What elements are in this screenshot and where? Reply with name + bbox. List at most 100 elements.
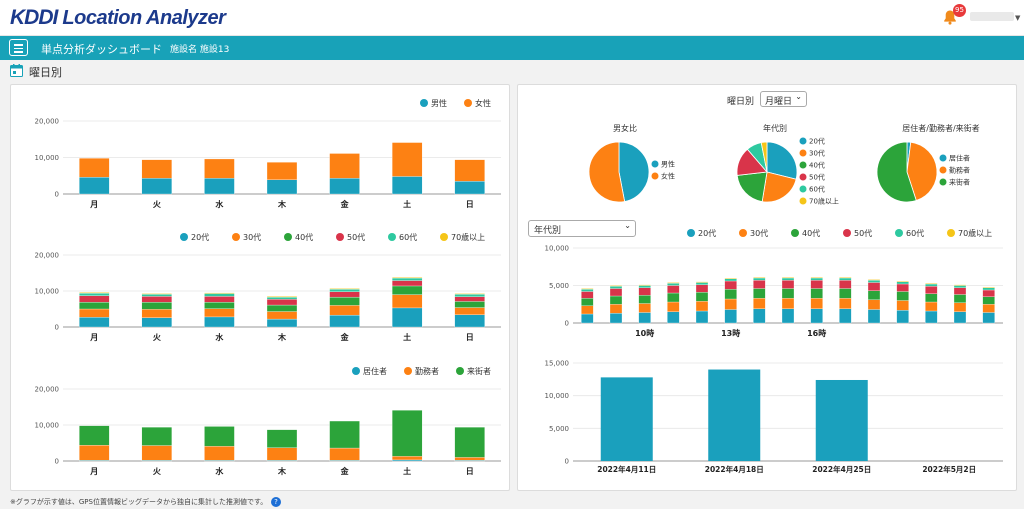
gender-x-tick-label: 木 — [277, 199, 287, 209]
weekly-y-tick-label: 0 — [565, 458, 569, 466]
hourly-bar-segment — [581, 313, 594, 324]
nav-bar: 単点分析ダッシュボード 施設名 施設13 — [0, 36, 1024, 60]
gender-x-tick-label: 水 — [214, 199, 224, 209]
hourly-bar-segment — [925, 310, 938, 324]
hourly-bar-segment — [581, 305, 594, 315]
bell-icon[interactable] — [942, 9, 958, 25]
hourly-bar-segment — [667, 292, 680, 303]
weekly-bar — [708, 369, 761, 461]
age-legend-swatch — [232, 233, 240, 241]
age-bar-segment — [329, 314, 360, 328]
residence-y-tick-label: 10,000 — [35, 422, 60, 430]
hourly-bar-segment — [781, 298, 795, 309]
age-bar-segment — [391, 285, 423, 295]
pie-2-legend-swatch — [799, 161, 807, 169]
user-name[interactable] — [970, 12, 1014, 21]
hourly-bar-segment — [810, 277, 823, 281]
residence-bar-segment — [141, 445, 173, 461]
hourly-bar-segment — [867, 279, 881, 281]
hourly-bar-segment — [695, 282, 709, 285]
hourly-bar-segment — [724, 298, 737, 310]
hourly-bar-segment — [695, 301, 709, 312]
hourly-legend-swatch — [791, 229, 799, 237]
hourly-bar-segment — [609, 313, 623, 324]
age-bar-segment — [329, 289, 360, 292]
gender-x-tick-label: 土 — [403, 199, 411, 209]
age-bar-segment — [454, 294, 485, 297]
weekly-x-tick-label: 2022年4月25日 — [812, 464, 871, 474]
pie-2-legend-label: 60代 — [809, 185, 825, 194]
hourly-bar-segment — [896, 300, 909, 311]
segment-select[interactable]: 年代別 ⌄ — [528, 220, 636, 237]
weekly-x-tick-label: 2022年4月11日 — [597, 464, 656, 474]
pie-2-slice — [761, 171, 797, 203]
pie-3-legend-label: 来街者 — [949, 178, 970, 187]
age-legend-label: 30代 — [243, 232, 261, 242]
age-bar-segment — [141, 309, 173, 318]
age-legend-label: 70歳以上 — [451, 232, 485, 242]
hourly-bar-segment — [753, 308, 766, 324]
residence-bar-segment — [391, 459, 423, 462]
residence-x-tick-label: 金 — [340, 466, 350, 476]
question-circle-icon[interactable]: ? — [271, 497, 281, 507]
hourly-bar-segment — [953, 311, 967, 324]
hourly-bar-segment — [896, 281, 909, 285]
hamburger-menu-icon[interactable] — [9, 39, 28, 56]
residence-bar-segment — [329, 420, 360, 449]
chevron-down-icon[interactable]: ▼ — [1015, 14, 1021, 22]
residence-bar-segment — [266, 429, 298, 448]
pie-3-legend-label: 居住者 — [949, 154, 970, 163]
hourly-bar-segment — [810, 308, 823, 324]
hourly-legend-label: 60代 — [906, 228, 924, 238]
hourly-bar-segment — [982, 286, 995, 288]
age-bar-segment — [79, 302, 110, 310]
age-x-tick-label: 木 — [277, 332, 287, 342]
calendar-icon — [10, 64, 23, 77]
residence-bar-segment — [79, 445, 110, 461]
gender-legend-swatch — [420, 99, 428, 107]
hourly-bar-segment — [609, 286, 623, 289]
hourly-bar-segment — [638, 285, 651, 288]
pie-1-slice — [618, 141, 650, 202]
pie-3-legend-swatch — [939, 154, 947, 162]
hourly-y-tick-label: 10,000 — [545, 245, 570, 253]
pie-3-legend-swatch — [939, 166, 947, 174]
hourly-legend-label: 70歳以上 — [958, 228, 992, 238]
age-bar-segment — [329, 296, 360, 306]
residence-legend-label: 勤務者 — [415, 366, 439, 376]
pie-1-legend-swatch — [651, 160, 659, 168]
facility-name: 施設名 施設13 — [170, 45, 230, 55]
age-x-tick-label: 水 — [214, 332, 224, 342]
age-bar-segment — [266, 296, 298, 300]
gender-bar-segment — [141, 159, 173, 179]
hourly-bar-segment — [638, 284, 651, 286]
hourly-bar-segment — [638, 287, 651, 296]
weekly-bar — [600, 377, 653, 461]
app-logo[interactable]: KDDI Location Analyzer — [10, 6, 226, 30]
weekday-select[interactable]: 月曜日 ⌄ — [760, 91, 807, 107]
hourly-legend-label: 30代 — [750, 228, 768, 238]
hourly-bar-segment — [839, 277, 852, 279]
hourly-legend-swatch — [687, 229, 695, 237]
age-bar-segment — [79, 295, 110, 303]
hourly-bar-segment — [810, 298, 823, 309]
hourly-bar-segment — [839, 308, 852, 324]
gender-x-tick-label: 日 — [466, 200, 474, 209]
gender-y-tick-label: 10,000 — [35, 154, 60, 162]
residence-y-tick-label: 20,000 — [35, 386, 60, 394]
hourly-bar-segment — [695, 292, 709, 302]
residence-bar-segment — [391, 410, 423, 457]
age-bar-segment — [391, 307, 423, 328]
hourly-bar-segment — [667, 311, 680, 324]
residence-y-tick-label: 0 — [55, 458, 59, 466]
pie-title: 居住者/勤務者/来街者 — [902, 123, 979, 133]
pie-title: 男女比 — [613, 123, 637, 133]
hourly-bar-segment — [638, 312, 651, 324]
hourly-bar-segment — [753, 280, 766, 289]
detail-charts-panel: 曜日別 月曜日 ⌄ 年代別 ⌄ 男女比 男性 女性 年代別 20代 30代 40代 50代 60… — [517, 84, 1017, 491]
age-bar-segment — [391, 280, 423, 287]
hourly-bar-segment — [982, 312, 995, 324]
hourly-bar-segment — [953, 302, 967, 312]
hourly-bar-segment — [609, 304, 623, 314]
gender-legend-label: 男性 — [431, 98, 447, 108]
